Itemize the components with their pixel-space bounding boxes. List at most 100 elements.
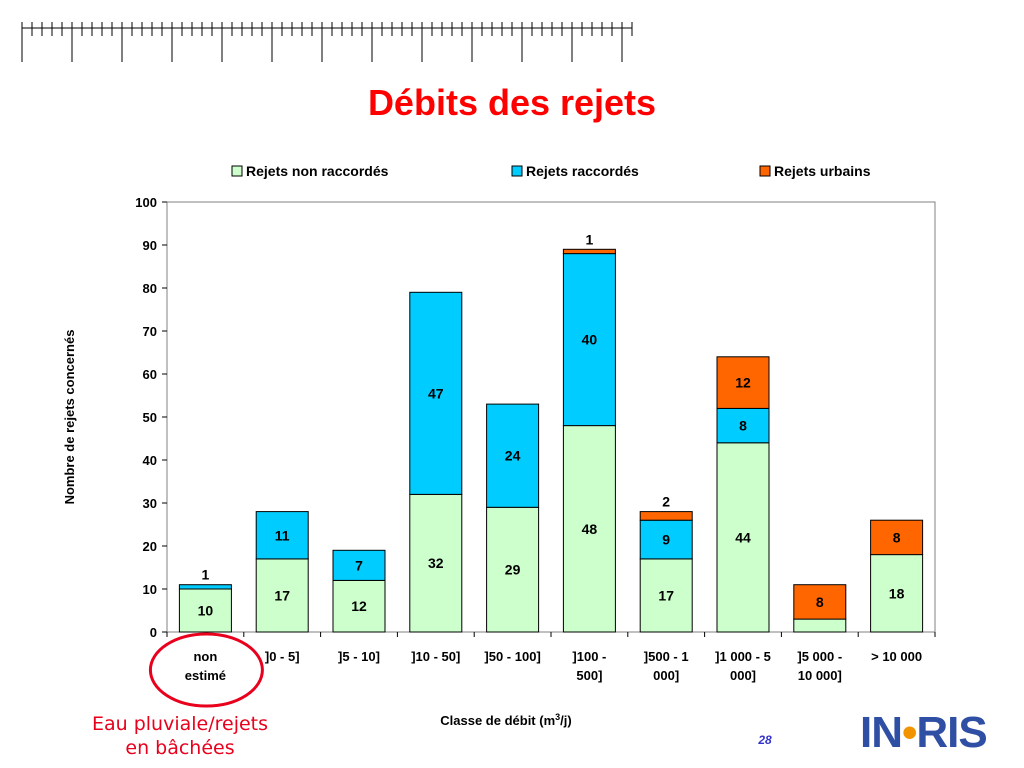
x-tick-label-line: ]50 - 100]	[484, 649, 540, 664]
x-tick-label-line: 10 000]	[798, 668, 842, 683]
data-label: 8	[893, 529, 901, 545]
data-label: 2	[662, 494, 670, 510]
legend-label: Rejets non raccordés	[246, 163, 389, 179]
ruler-decoration	[21, 22, 633, 62]
bar-segment	[255, 511, 309, 560]
bar-segment	[870, 519, 924, 556]
y-tick-label: 60	[143, 367, 157, 382]
data-label: 11	[275, 527, 290, 543]
x-tick-label-line: ]0 - 5]	[265, 649, 300, 664]
annotation-note: Eau pluviale/rejets en bâchées	[91, 713, 269, 759]
data-label: 8	[739, 418, 747, 434]
annotation-circle	[148, 632, 264, 708]
x-axis-title-tail: /j)	[560, 713, 572, 728]
x-tick-label-line: estimé	[185, 668, 226, 683]
chart-legend: Rejets non raccordés Rejets raccordés Reje…	[231, 163, 871, 179]
y-tick-label: 0	[150, 625, 157, 640]
x-axis-title-sup: 3	[555, 712, 560, 722]
y-axis-title: Nombre de rejets concernés	[62, 330, 77, 505]
data-label: 24	[505, 448, 521, 464]
bar-segment	[716, 442, 770, 633]
data-label: 1	[586, 231, 594, 247]
x-tick-label-line: ]5 000 -	[797, 649, 842, 664]
x-tick-label-line: ]100 -	[572, 649, 606, 664]
data-label: 29	[505, 562, 521, 578]
x-tick-label: ]1 000 - 5 000]	[715, 649, 771, 683]
bar-segment	[332, 579, 386, 633]
bar-segment	[332, 549, 386, 581]
bar-segment	[716, 407, 770, 444]
bar-segment	[409, 493, 463, 633]
y-axis: 0 10 20 30 40 50 60 70 80 90 100	[135, 195, 167, 640]
data-label: 8	[816, 594, 824, 610]
data-label: 40	[582, 332, 598, 348]
x-axis: non estimé ]0 - 5] ]5 - 10] ]10 - 50] ]50 - 1…	[166, 632, 936, 683]
legend-swatch	[231, 165, 243, 177]
bar-segment	[562, 253, 616, 427]
data-label: 48	[582, 521, 598, 537]
bar-segment	[486, 403, 540, 508]
bar-segment	[716, 356, 770, 409]
logo-prefix: IN	[860, 708, 903, 757]
x-axis-title-base: Classe de débit (m	[440, 713, 555, 728]
bar-segment	[178, 588, 232, 633]
bar-segment	[639, 519, 693, 560]
y-tick-label: 100	[135, 195, 157, 210]
x-tick-label: ]50 - 100]	[484, 649, 540, 664]
bar-segment	[793, 618, 847, 633]
data-label: 32	[428, 555, 444, 571]
data-label: 12	[351, 598, 367, 614]
x-tick-label-line: 000]	[730, 668, 756, 683]
bar-segment	[562, 248, 616, 255]
x-axis-title: Classe de débit (m3/j)	[440, 712, 571, 728]
data-label: 12	[735, 375, 751, 391]
bar-segment	[793, 584, 847, 620]
x-tick-label-line: ]1 000 - 5	[715, 649, 771, 664]
y-tick-label: 20	[143, 539, 157, 554]
logo-dot-icon: •	[902, 708, 917, 757]
logo-suffix: RIS	[916, 708, 987, 757]
slide-title: Débits des rejets	[367, 82, 657, 123]
y-tick-label: 10	[143, 582, 157, 597]
stacked-bar-chart: Rejets non raccordés Rejets raccordés Reje…	[62, 163, 936, 728]
x-tick-label-line: ]5 - 10]	[338, 649, 380, 664]
page-number: 28	[758, 733, 772, 747]
ineris-logo: IN•RIS	[860, 708, 988, 758]
y-tick-label: 40	[143, 453, 157, 468]
x-tick-label-line: > 10 000	[871, 649, 922, 664]
y-tick-label: 50	[143, 410, 157, 425]
x-tick-label: ]500 - 1 000]	[644, 649, 689, 683]
data-label: 17	[274, 587, 290, 603]
x-tick-label-line: 000]	[653, 668, 679, 683]
x-tick-label: non estimé	[185, 649, 226, 683]
data-label: 7	[355, 557, 363, 573]
y-tick-label: 80	[143, 281, 157, 296]
bar-segment	[255, 558, 309, 633]
x-tick-label-line: 500]	[576, 668, 602, 683]
bar-segment	[870, 554, 924, 633]
data-label: 44	[735, 529, 751, 545]
data-label: 10	[198, 603, 214, 619]
bar-segment	[178, 584, 232, 590]
data-label: 9	[662, 532, 670, 548]
legend-label: Rejets raccordés	[526, 163, 639, 179]
data-label: 47	[428, 385, 444, 401]
data-label: 18	[889, 585, 905, 601]
data-label: 17	[658, 587, 674, 603]
x-tick-label: ]5 - 10]	[338, 649, 380, 664]
bar-segment	[639, 558, 693, 633]
y-tick-label: 30	[143, 496, 157, 511]
x-tick-label-line: ]10 - 50]	[411, 649, 460, 664]
legend-swatch	[511, 165, 523, 177]
x-tick-label-line: non	[193, 649, 217, 664]
bars-group: 1011711127324729244840117924481238188	[178, 231, 924, 633]
x-tick-label: ]100 - 500]	[572, 649, 606, 683]
x-tick-label-line: ]500 - 1	[644, 649, 689, 664]
x-tick-label: ]5 000 - 10 000]	[797, 649, 842, 683]
y-tick-label: 70	[143, 324, 157, 339]
x-tick-label: ]0 - 5]	[265, 649, 300, 664]
bar-segment	[639, 511, 693, 521]
bar-segment	[409, 291, 463, 495]
y-tick-label: 90	[143, 238, 157, 253]
x-tick-label: ]10 - 50]	[411, 649, 460, 664]
